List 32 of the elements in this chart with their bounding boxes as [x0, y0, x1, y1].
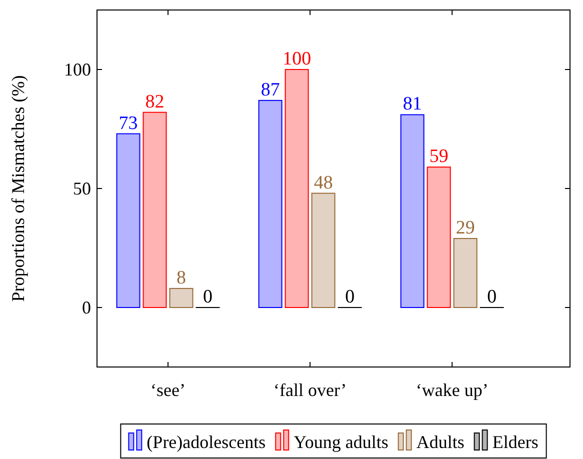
legend-label: (Pre)adolescents [146, 432, 266, 452]
data-label: 59 [429, 146, 448, 168]
y-tick-label: 0 [82, 298, 91, 318]
data-label: 0 [487, 286, 497, 308]
x-tick-label: ‘fall over’ [274, 380, 347, 400]
x-tick-label: ‘see’ [150, 380, 186, 400]
bar [284, 69, 309, 308]
legend-label: Elders [492, 432, 538, 452]
y-tick-label: 100 [64, 60, 91, 80]
bar [116, 133, 140, 308]
data-label: 82 [145, 91, 164, 112]
data-label: 8 [176, 267, 186, 288]
bar [258, 100, 282, 308]
bar [453, 238, 478, 308]
bar [311, 192, 336, 308]
data-label: 48 [314, 172, 333, 194]
legend-label: Young adults [294, 432, 388, 452]
legend-label: Adults [416, 432, 464, 452]
data-label: 73 [118, 112, 138, 134]
bar [426, 166, 451, 308]
data-label: 100 [282, 48, 312, 70]
x-tick-label: ‘wake up’ [416, 380, 488, 400]
data-label: 29 [456, 217, 475, 238]
bar [169, 288, 194, 308]
data-label: 0 [345, 286, 355, 308]
data-label: 81 [402, 94, 422, 115]
y-tick-label: 50 [73, 178, 91, 198]
data-label: 87 [260, 79, 280, 100]
data-label: 0 [203, 286, 213, 308]
y-axis-title: Proportions of Mismatches (%) [8, 75, 28, 302]
bar [142, 112, 167, 308]
bar [400, 114, 424, 308]
